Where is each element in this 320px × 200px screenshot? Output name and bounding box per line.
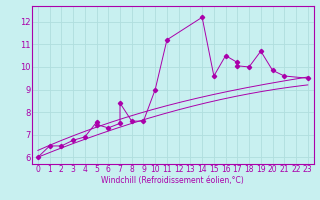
X-axis label: Windchill (Refroidissement éolien,°C): Windchill (Refroidissement éolien,°C): [101, 176, 244, 185]
